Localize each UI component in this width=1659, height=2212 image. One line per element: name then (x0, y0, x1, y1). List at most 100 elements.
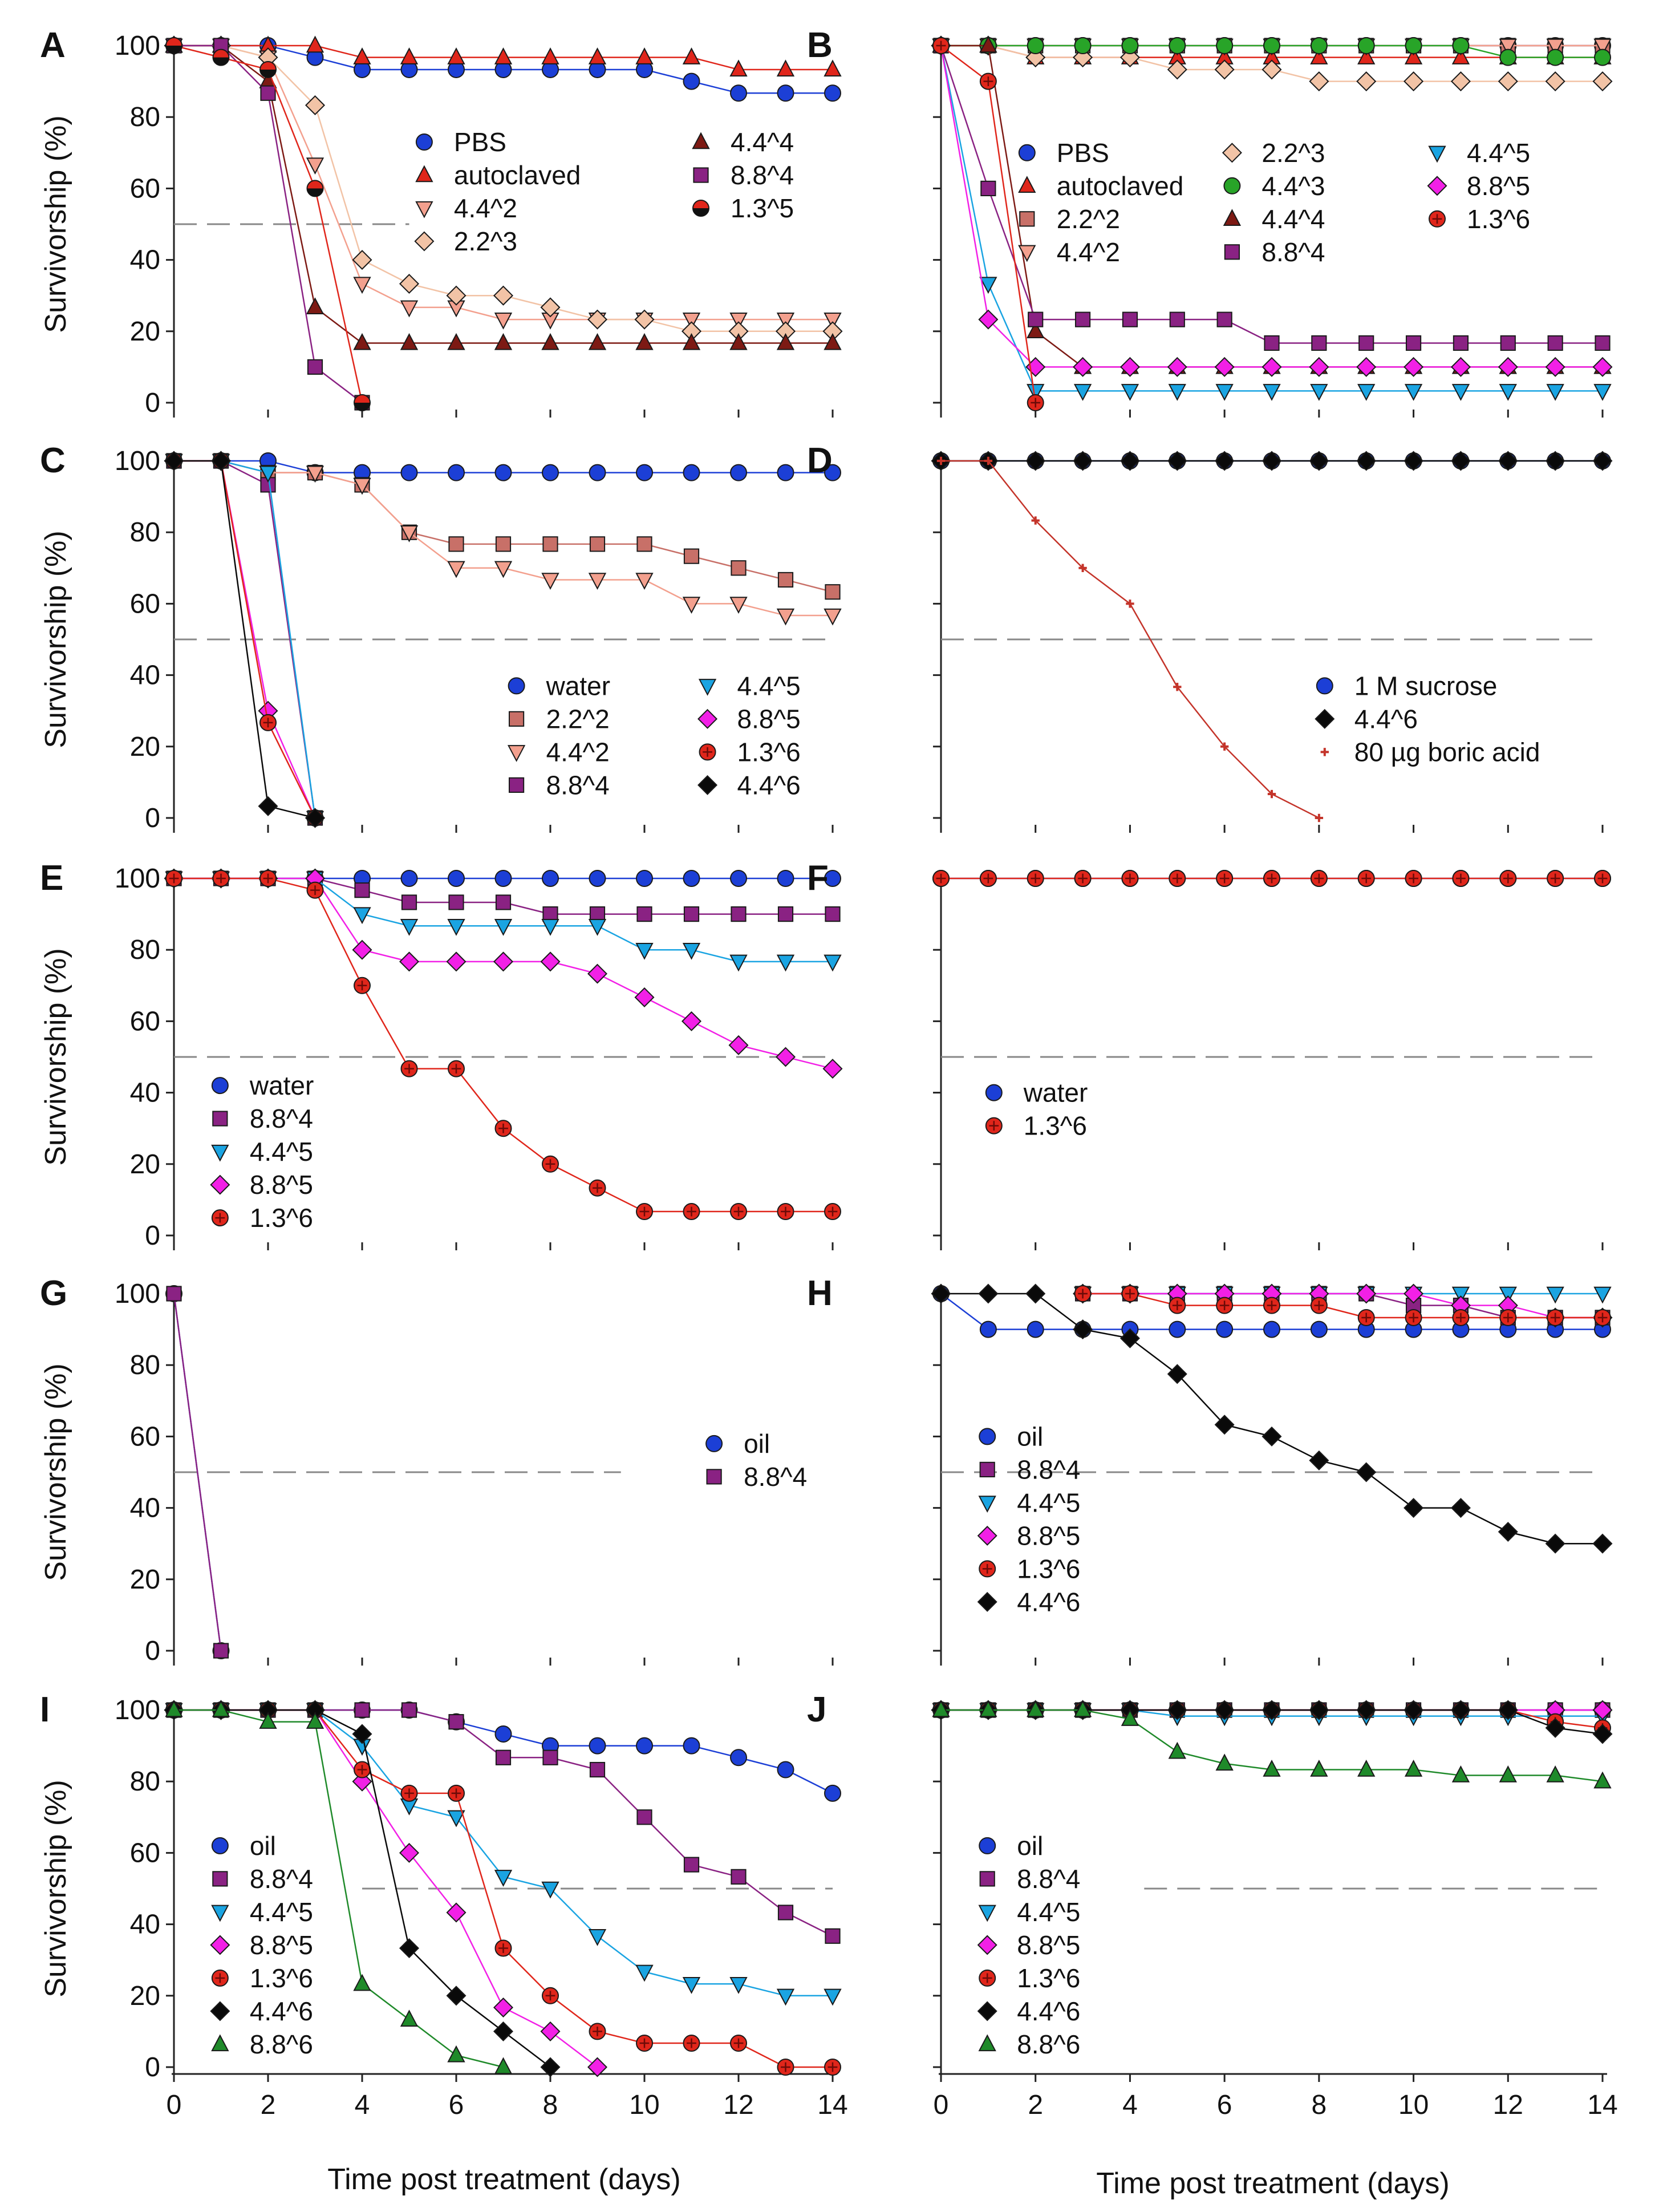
point-d-4-4-6-4 (1119, 451, 1140, 471)
point-i-4-4-5-11 (682, 1976, 701, 1994)
point-e-1-3-6-11 (683, 1203, 700, 1221)
point-h-oil-2 (1027, 1320, 1044, 1338)
panel-letter-c: C (40, 441, 66, 480)
point-e-8-8-4-12 (731, 906, 747, 922)
point-f-1-3-6-7 (1263, 870, 1280, 887)
point-b-8-8-5-3 (1073, 356, 1093, 377)
point-e-1-3-6-6 (448, 1060, 465, 1077)
point-c-4-4-2-13 (776, 608, 795, 626)
point-e-water-11 (683, 870, 700, 887)
point-c-4-4-2-12 (729, 597, 748, 614)
point-e-4-4-5-12 (729, 954, 748, 972)
point-a-4-4-2-7 (494, 312, 513, 330)
legend-marker-i-4-4-5 (211, 1905, 229, 1922)
legend-marker-d-1-m-sucrose (1316, 677, 1333, 695)
point-e-8-8-5-10 (634, 987, 655, 1007)
point-b-4-4-3-9 (1357, 37, 1375, 54)
x-axis-title-left: Time post treatment (days) (327, 2163, 680, 2196)
point-f-1-3-6-10 (1405, 870, 1422, 887)
point-e-8-8-4-5 (401, 894, 417, 910)
point-h-4-4-6-0 (931, 1283, 951, 1304)
point-e-8-8-4-13 (777, 906, 794, 922)
point-i-8-8-6-2 (259, 1712, 277, 1729)
point-i-oil-12 (730, 1749, 747, 1767)
panel-g: 0 20 40 60 80 100 G Survivorship (%) oil 8.8^4 (39, 1274, 834, 1666)
point-i-1-3-6-5 (400, 1784, 418, 1802)
panel-letter-i: I (40, 1690, 50, 1729)
point-a-pbs-13 (777, 84, 794, 102)
legend-h: oil 8.8^4 4.4^5 8.8^5 1.3^6 4.4^6 (977, 1421, 1080, 1617)
x-tick-label-j-12: 12 (1493, 2090, 1523, 2120)
point-d-80-g-boric-acid-3 (1078, 564, 1087, 572)
point-b-4-4-3-7 (1263, 37, 1280, 54)
point-b-2-2-3-11 (1450, 71, 1471, 92)
panel-letter-f: F (807, 858, 829, 898)
point-i-4-4-5-9 (588, 1929, 607, 1946)
point-b-8-8-5-7 (1262, 356, 1282, 377)
point-b-autoclaved-9 (1357, 47, 1376, 64)
y-tick-label-i-60: 60 (130, 1838, 160, 1868)
point-a-4-4-4-8 (541, 333, 559, 350)
point-e-4-4-5-6 (447, 919, 465, 936)
point-b-8-8-5-9 (1356, 356, 1377, 377)
legend-marker-b-1-3-6 (1429, 210, 1446, 228)
point-f-1-3-6-14 (1594, 870, 1611, 887)
y-tick-label-g-80: 80 (130, 1350, 160, 1380)
point-h-1-3-6-2 (1169, 1297, 1186, 1314)
legend-marker-b-2-2-3 (1222, 143, 1242, 163)
legend-marker-i-8-8-4 (212, 1871, 228, 1887)
point-e-8-8-5-13 (775, 1047, 796, 1067)
panel-letter-j: J (807, 1690, 826, 1729)
point-c-2-2-2-7 (495, 536, 512, 552)
point-e-1-3-6-3 (306, 881, 324, 899)
legend-label-j-1-3-6: 1.3^6 (1017, 1963, 1080, 1993)
point-a-1-3-5-2 (259, 60, 277, 78)
y-tick-label-i-80: 80 (130, 1767, 160, 1797)
point-a-8-8-4-3 (307, 359, 323, 375)
point-a-autoclaved-6 (447, 47, 465, 64)
point-h-4-4-6-1 (978, 1283, 999, 1304)
y-tick-label-g-100: 100 (115, 1279, 160, 1309)
x-tick-label-j-0: 0 (934, 2090, 949, 2120)
x-tick-label-j-14: 14 (1587, 2090, 1617, 2120)
point-b-8-8-4-7 (1264, 335, 1280, 351)
point-e-8-8-5-12 (728, 1035, 749, 1055)
point-a-pbs-11 (683, 72, 700, 90)
x-tick-label-i-8: 8 (543, 2090, 558, 2120)
y-tick-label-c-80: 80 (130, 517, 160, 548)
series-c-4-4-6 (164, 451, 326, 828)
legend-marker-b-8-8-4 (1224, 244, 1240, 260)
point-b-8-8-4-9 (1358, 335, 1374, 351)
point-a-autoclaved-8 (541, 47, 559, 64)
point-e-4-4-5-7 (494, 919, 513, 936)
point-d-4-4-6-10 (1404, 451, 1424, 471)
point-g-8-8-4-0 (166, 1286, 182, 1302)
point-d-4-4-6-12 (1498, 451, 1518, 471)
legend-label-b-2-2-2: 2.2^2 (1057, 204, 1120, 234)
point-b-4-4-5-10 (1404, 384, 1423, 401)
legend-marker-d-80-g-boric-acid (1320, 748, 1329, 756)
legend-marker-h-oil (979, 1428, 996, 1445)
point-i-1-3-6-11 (683, 2035, 700, 2052)
point-h-oil-7 (1263, 1320, 1280, 1338)
legend-marker-h-4-4-5 (978, 1496, 996, 1513)
point-c-4-4-6-2 (258, 796, 278, 816)
point-j-4-4-6-6 (1214, 1700, 1235, 1720)
legend-label-f-water: water (1023, 1078, 1088, 1108)
legend-marker-h-1-3-6 (979, 1560, 996, 1578)
point-h-4-4-6-10 (1404, 1498, 1424, 1518)
point-h-4-4-6-2 (1025, 1283, 1046, 1304)
y-tick-label-g-60: 60 (130, 1421, 160, 1452)
point-h-4-4-6-9 (1356, 1462, 1377, 1482)
point-j-4-4-6-8 (1309, 1700, 1329, 1720)
point-f-1-3-6-1 (979, 870, 997, 887)
series-b-4-4-5 (932, 38, 1612, 401)
point-i-4-4-5-7 (494, 1870, 513, 1887)
point-c-4-4-2-7 (494, 561, 513, 578)
legend-label-b-8-8-5: 8.8^5 (1467, 171, 1530, 201)
x-tick-label-j-8: 8 (1312, 2090, 1327, 2120)
point-f-1-3-6-13 (1547, 870, 1564, 887)
point-c-water-8 (542, 464, 559, 481)
legend-marker-c-8-8-4 (509, 777, 525, 793)
